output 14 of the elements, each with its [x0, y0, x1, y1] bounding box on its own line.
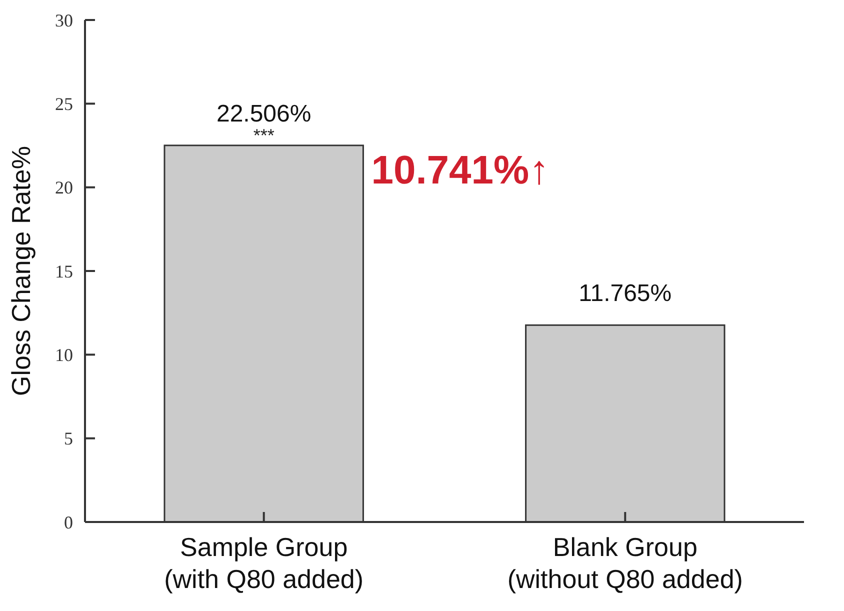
y-tick-label: 0 — [64, 512, 73, 532]
y-tick-label: 5 — [64, 428, 73, 449]
x-tick-label: Blank Group (without Q80 added) — [507, 532, 743, 594]
x-tick-label: Sample Group (with Q80 added) — [164, 532, 364, 594]
y-tick-label: 10 — [55, 344, 73, 365]
annotation: *** — [253, 125, 274, 146]
y-tick-label: 15 — [55, 261, 73, 282]
data-label: 22.506% — [216, 100, 312, 128]
annotation: 10.741%↑ — [371, 148, 550, 192]
data-label: 11.765% — [578, 280, 672, 308]
y-tick-label: 25 — [55, 94, 73, 114]
y-axis-title: Gloss Change Rate% — [6, 146, 36, 396]
y-tick-label: 30 — [55, 10, 73, 30]
y-tick-label: 20 — [55, 178, 73, 198]
